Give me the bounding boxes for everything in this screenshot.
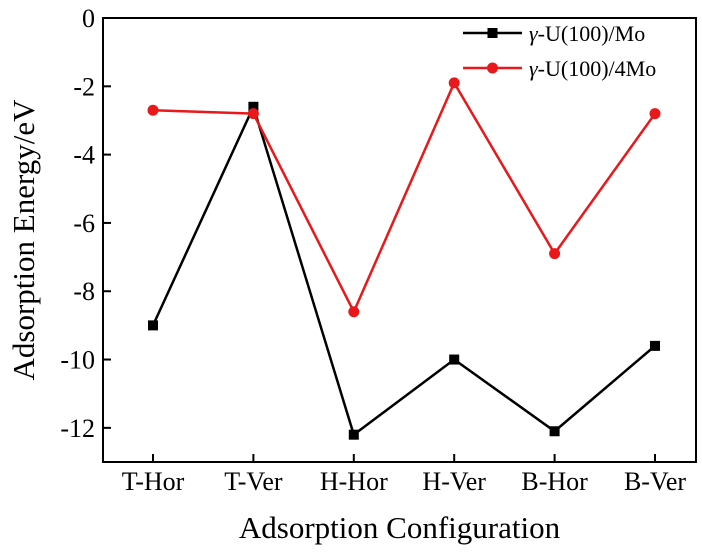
data-point <box>649 108 661 120</box>
x-tick-label: B-Hor <box>521 467 588 496</box>
y-axis-title: Adsorption Energy/eV <box>6 99 41 381</box>
x-tick-label: T-Hor <box>122 467 185 496</box>
y-axis: 0 -2 -4 -6 -8 -10 -12 <box>60 4 111 443</box>
legend-marker <box>487 62 498 74</box>
x-axis: T-Hor T-Ver H-Hor H-Ver B-Hor B-Ver <box>122 454 686 496</box>
legend-marker <box>487 28 498 38</box>
x-tick-label: H-Ver <box>422 467 486 496</box>
y-tick-label: -4 <box>73 141 95 170</box>
series-layer <box>147 77 661 440</box>
legend-entry: γ-U(100)/4Mo <box>463 56 656 81</box>
x-tick-label: B-Ver <box>624 467 686 496</box>
data-point <box>348 429 359 440</box>
series-line <box>151 103 656 437</box>
y-tick-label: -10 <box>60 346 95 375</box>
y-tick-label: -6 <box>73 209 95 238</box>
plot-frame <box>102 17 697 463</box>
legend-entry: γ-U(100)/Mo <box>463 21 645 46</box>
data-point <box>148 320 158 331</box>
legend: γ-U(100)/Mo γ-U(100)/4Mo <box>463 21 656 81</box>
x-tick-label: H-Hor <box>320 467 388 496</box>
x-axis-title: Adsorption Configuration <box>239 510 561 545</box>
data-point <box>448 77 460 89</box>
legend-label: γ-U(100)/4Mo <box>529 56 656 81</box>
y-tick-label: 0 <box>82 4 95 33</box>
series-line <box>152 80 657 315</box>
legend-label: γ-U(100)/Mo <box>529 21 645 46</box>
data-point <box>650 340 660 351</box>
data-point <box>248 101 259 112</box>
data-point <box>549 426 560 437</box>
y-tick-label: -12 <box>60 414 95 443</box>
y-tick-label: -8 <box>73 277 95 306</box>
data-point <box>247 108 259 120</box>
data-point <box>549 248 561 260</box>
data-point <box>449 354 460 365</box>
data-point <box>147 104 159 116</box>
y-tick-label: -2 <box>73 72 95 101</box>
x-tick-label: T-Ver <box>224 467 283 496</box>
data-point <box>348 306 360 318</box>
series-2 <box>147 77 661 318</box>
plot-border <box>102 17 697 463</box>
series-1 <box>148 101 660 440</box>
